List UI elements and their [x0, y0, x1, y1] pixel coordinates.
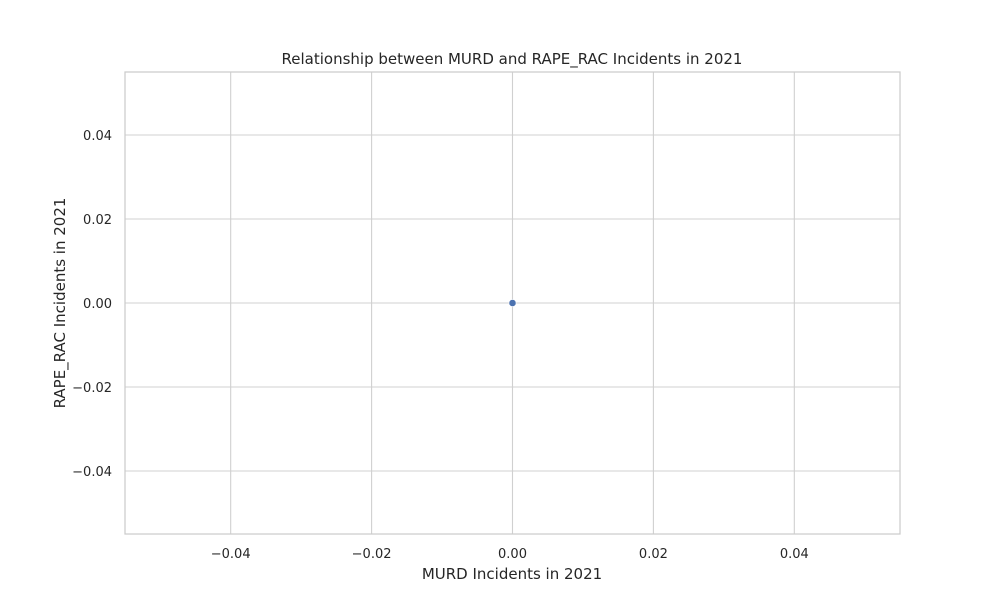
grid-lines [125, 72, 900, 534]
data-point [508, 299, 517, 307]
x-tick-label: −0.02 [352, 547, 392, 562]
x-tick-label: −0.04 [211, 547, 251, 562]
data-points [508, 299, 517, 307]
plot-frame [124, 71, 901, 535]
y-tick-label: 0.04 [83, 129, 112, 144]
y-axis-label: RAPE_RAC Incidents in 2021 [51, 198, 70, 409]
y-tick-label: 0.00 [83, 297, 112, 312]
x-axis-ticks: −0.04 −0.02 0.00 0.02 0.04 [211, 547, 809, 562]
x-tick-label: 0.02 [639, 547, 668, 562]
x-tick-label: 0.00 [498, 547, 527, 562]
y-tick-label: −0.02 [72, 381, 112, 396]
y-tick-label: 0.02 [83, 213, 112, 228]
chart-title: Relationship between MURD and RAPE_RAC I… [282, 50, 743, 69]
y-axis-ticks: −0.04 −0.02 0.00 0.02 0.04 [72, 129, 112, 480]
x-axis-label: MURD Incidents in 2021 [422, 565, 602, 583]
y-tick-label: −0.04 [72, 465, 112, 480]
x-tick-label: 0.04 [780, 547, 809, 562]
